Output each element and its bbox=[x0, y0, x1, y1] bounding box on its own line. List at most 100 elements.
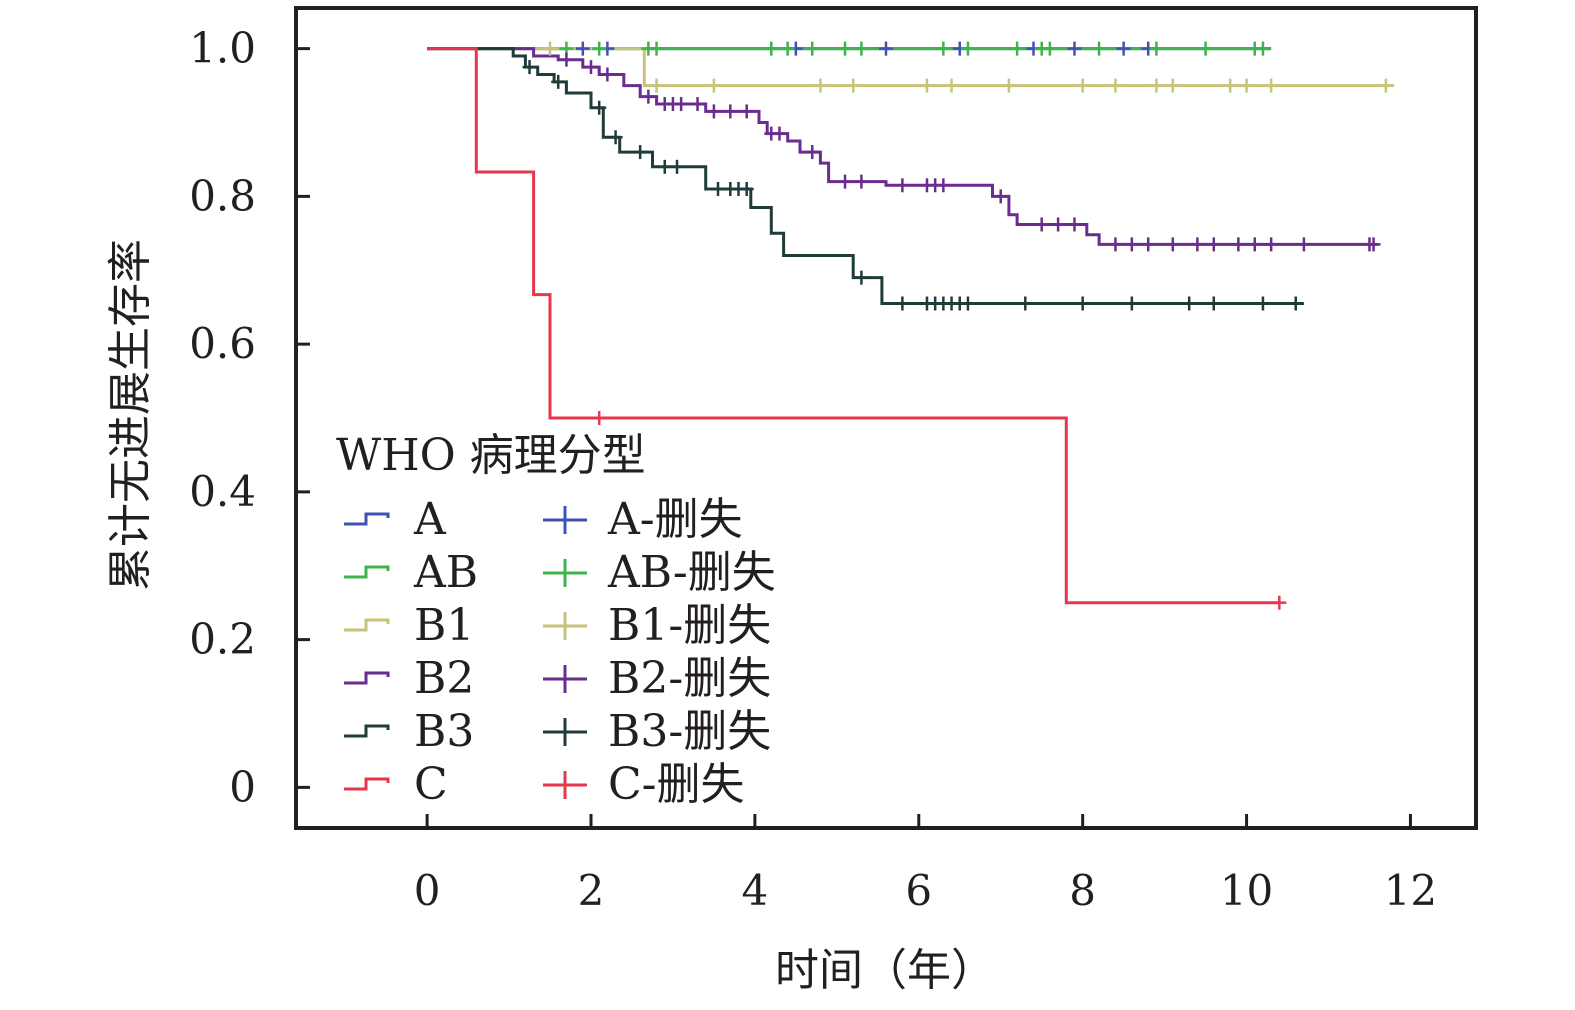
legend-censor-swatch-ab bbox=[543, 559, 587, 587]
censor-mark-b2 bbox=[1264, 237, 1279, 252]
censor-mark-b2 bbox=[895, 178, 910, 193]
censor-mark-b2 bbox=[772, 126, 787, 141]
censor-mark-ab bbox=[1255, 41, 1270, 56]
series-line-b1 bbox=[427, 47, 1395, 88]
censor-mark-b1 bbox=[1149, 78, 1164, 93]
legend-line-swatch-a bbox=[344, 512, 390, 526]
censor-mark-ab bbox=[764, 41, 779, 56]
censor-mark-b2 bbox=[936, 178, 951, 193]
censor-mark-ab bbox=[1010, 41, 1025, 56]
censor-mark-b3 bbox=[895, 296, 910, 311]
legend-line-swatch-b3 bbox=[344, 724, 390, 738]
y-tick-label: 0 bbox=[229, 762, 256, 811]
censor-mark-b2 bbox=[559, 52, 574, 67]
censor-mark-b2 bbox=[1034, 217, 1049, 232]
legend-line-label: B1 bbox=[414, 600, 474, 651]
legend-censor-swatch-a bbox=[543, 506, 587, 534]
y-tick-label: 0.8 bbox=[189, 171, 256, 220]
censor-mark-b3 bbox=[1288, 296, 1303, 311]
legend-title: WHO 病理分型 bbox=[336, 430, 646, 481]
censor-mark-b3 bbox=[657, 159, 672, 174]
censor-mark-b3 bbox=[633, 145, 648, 160]
legend-line-label: C bbox=[414, 759, 448, 810]
censor-mark-b2 bbox=[1206, 237, 1221, 252]
legend-censor-swatch-c bbox=[543, 771, 587, 799]
series-line-b2 bbox=[427, 47, 1378, 246]
legend-line-swatch-ab bbox=[344, 565, 390, 579]
legend-censor-label: A-删失 bbox=[607, 494, 743, 545]
censor-mark-ab bbox=[854, 41, 869, 56]
legend-line-swatch-b1 bbox=[344, 618, 390, 632]
y-tick-label: 1.0 bbox=[189, 24, 256, 73]
censor-mark-ab bbox=[1198, 41, 1213, 56]
legend-censor-label: B3-删失 bbox=[608, 706, 771, 757]
censor-mark-b1 bbox=[1223, 78, 1238, 93]
censor-mark-b2 bbox=[854, 174, 869, 189]
censor-mark-b1 bbox=[543, 41, 558, 56]
plot-frame bbox=[294, 6, 1478, 830]
censor-mark-b3 bbox=[1018, 296, 1033, 311]
censor-mark-b3 bbox=[711, 181, 726, 196]
censor-mark-b3 bbox=[670, 159, 685, 174]
censor-mark-b3 bbox=[1206, 296, 1221, 311]
censor-mark-b2 bbox=[1231, 237, 1246, 252]
censor-mark-b2 bbox=[1067, 217, 1082, 232]
censor-mark-b3 bbox=[1255, 296, 1270, 311]
censor-mark-a bbox=[879, 41, 893, 56]
censor-mark-ab bbox=[960, 41, 975, 56]
censor-mark-ab bbox=[592, 41, 607, 56]
censor-mark-b3 bbox=[608, 130, 623, 145]
censor-mark-b1 bbox=[649, 78, 664, 93]
censor-mark-ab bbox=[1092, 41, 1107, 56]
legend-censor-label: B2-删失 bbox=[608, 653, 771, 704]
censor-mark-b1 bbox=[919, 78, 934, 93]
censor-mark-b1 bbox=[706, 78, 721, 93]
censor-mark-a bbox=[1067, 41, 1082, 56]
censor-mark-b3 bbox=[960, 296, 975, 311]
censor-mark-b3 bbox=[592, 100, 607, 115]
legend-line-label: B2 bbox=[414, 653, 474, 704]
x-tick-label: 6 bbox=[905, 866, 932, 915]
censor-mark-b1 bbox=[1165, 78, 1180, 93]
censor-marks bbox=[522, 41, 1393, 610]
legend-censor-swatch-b2 bbox=[543, 665, 587, 693]
x-tick-label: 10 bbox=[1220, 866, 1273, 915]
censor-mark-b1 bbox=[944, 78, 959, 93]
censor-mark-b3 bbox=[551, 74, 566, 89]
censor-mark-b2 bbox=[1296, 237, 1311, 252]
censor-mark-ab bbox=[936, 41, 951, 56]
x-tick-label: 2 bbox=[578, 866, 605, 915]
legend-censor-swatch-b3 bbox=[543, 718, 587, 746]
censor-mark-ab bbox=[780, 41, 795, 56]
legend-line-swatch-b2 bbox=[344, 671, 390, 685]
censor-mark-ab bbox=[805, 41, 820, 56]
legend-censor-label: B1-删失 bbox=[608, 600, 771, 651]
censor-mark-b1 bbox=[1108, 78, 1123, 93]
censor-mark-b2 bbox=[723, 104, 738, 119]
censor-mark-b2 bbox=[1190, 237, 1205, 252]
y-tick-label: 0.2 bbox=[189, 615, 256, 664]
x-axis-title: 时间（年） bbox=[775, 945, 995, 996]
censor-mark-b3 bbox=[739, 181, 754, 196]
censor-mark-b1 bbox=[1001, 78, 1016, 93]
legend-line-label: AB bbox=[413, 547, 478, 598]
series-line-b3 bbox=[427, 47, 1304, 305]
x-tick-label: 8 bbox=[1069, 866, 1096, 915]
censor-mark-b1 bbox=[1239, 78, 1254, 93]
censor-mark-b1 bbox=[1378, 78, 1393, 93]
censor-mark-b3 bbox=[1075, 296, 1090, 311]
censor-mark-b1 bbox=[1075, 78, 1090, 93]
censor-mark-b1 bbox=[846, 78, 861, 93]
y-axis: 0 0.2 0.4 0.6 0.8 1.0 bbox=[189, 24, 310, 811]
censor-mark-b3 bbox=[522, 60, 537, 75]
censor-mark-b2 bbox=[600, 67, 615, 82]
censor-mark-b2 bbox=[674, 97, 689, 112]
censor-mark-b2 bbox=[706, 104, 721, 119]
censor-mark-c bbox=[1272, 595, 1287, 610]
censor-mark-b2 bbox=[641, 89, 656, 104]
legend-censor-swatch-b1 bbox=[543, 612, 587, 640]
x-tick-label: 12 bbox=[1384, 866, 1437, 915]
censor-mark-b3 bbox=[854, 270, 869, 285]
censor-mark-b2 bbox=[1247, 237, 1262, 252]
